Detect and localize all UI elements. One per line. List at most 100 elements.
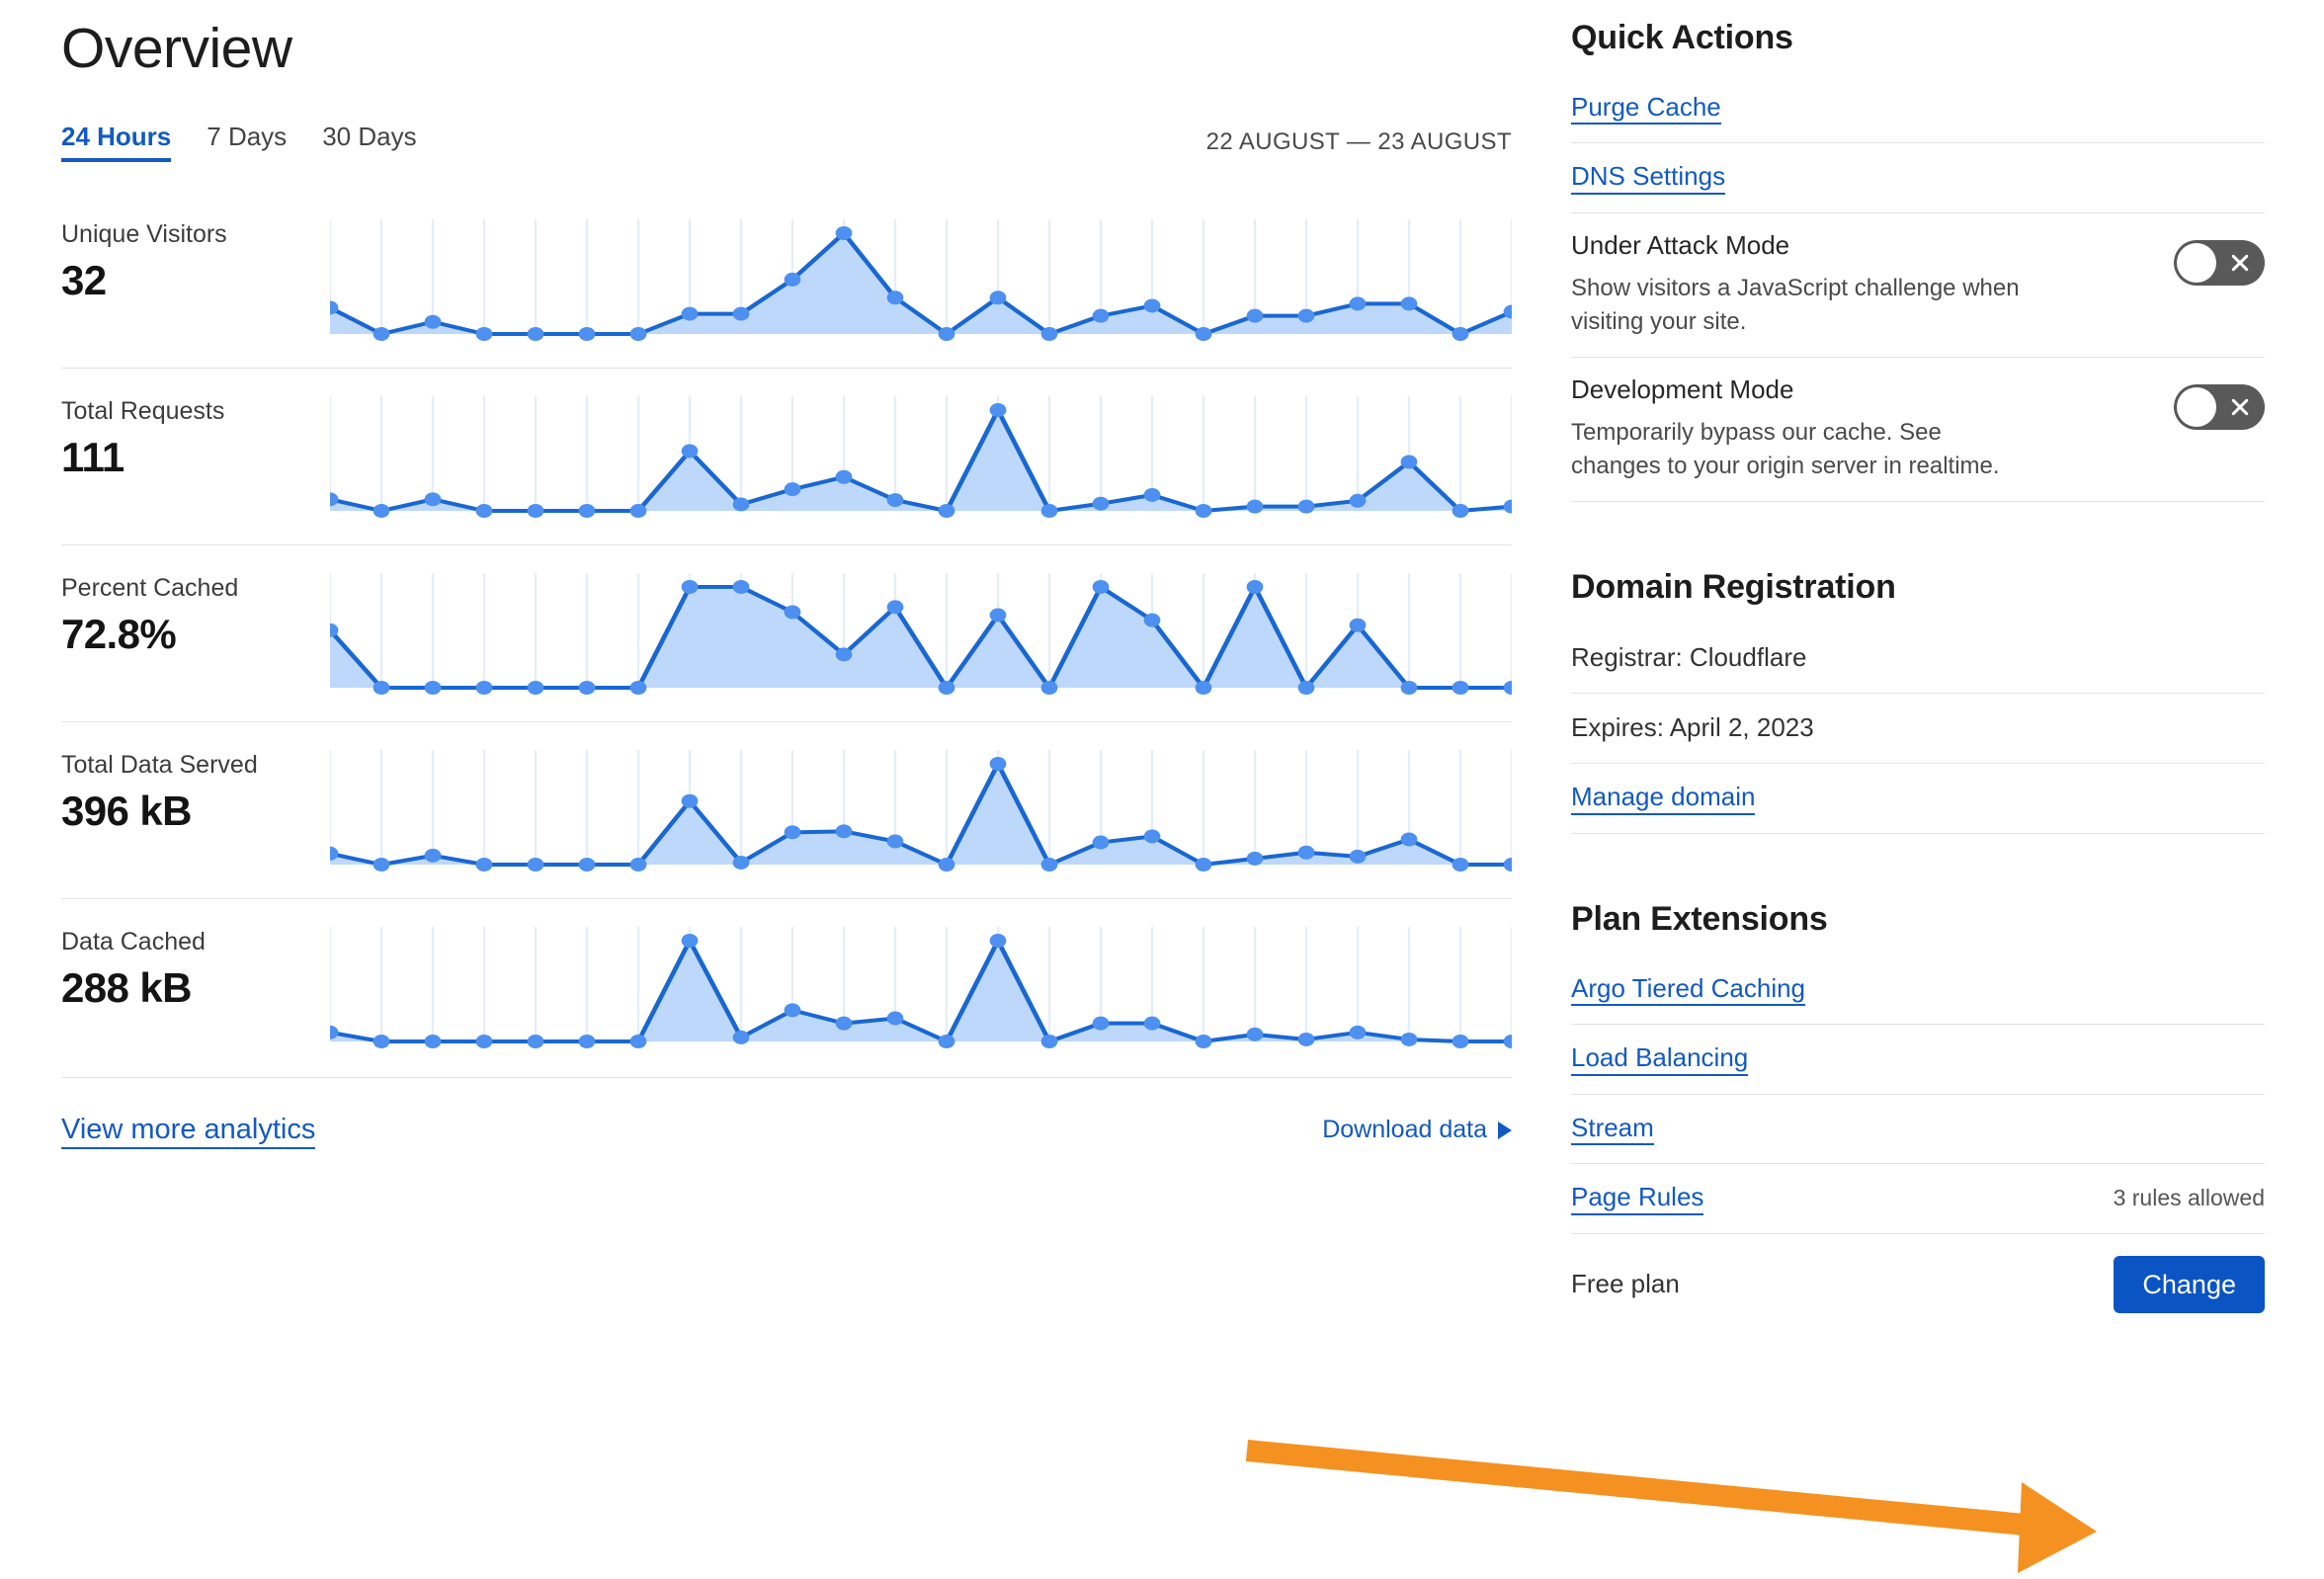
toggle-off-x-icon [2230,253,2250,273]
chart-line [330,761,1512,867]
dns-settings-link[interactable]: DNS Settings [1571,160,1726,195]
chart-gridlines [330,749,1512,865]
metric-label: Total Requests [61,396,225,425]
stream-row: Stream [1571,1095,2265,1165]
play-triangle-icon [1498,1121,1512,1139]
manage-domain-row: Manage domain [1571,764,2265,834]
tab-7-days[interactable]: 7 Days [207,121,288,151]
metrics-list: Unique Visitors 32 Total Requests 111 [61,204,1512,1075]
metric-info: Data Cached 288 kB [61,925,330,1011]
page-rules-row: Page Rules 3 rules allowed [1571,1164,2265,1234]
sparkline-svg [330,395,1512,518]
load-balancing-link[interactable]: Load Balancing [1571,1041,1749,1076]
metric-info: Total Requests 111 [61,394,330,480]
chart-gridlines [330,926,1512,1041]
chart-points [330,225,1512,341]
metric-value: 396 kB [61,787,192,834]
chart-line [330,938,1512,1043]
metric-row: Total Requests 111 [61,367,1512,544]
under-attack-mode-title: Under Attack Mode [1571,229,1790,260]
chart-line [330,230,1512,336]
chart-points [330,933,1512,1048]
metric-label: Percent Cached [61,573,239,602]
metric-value: 111 [61,433,124,480]
quick-actions-title: Quick Actions [1571,19,1793,56]
plan-extensions-title: Plan Extensions [1571,899,1828,938]
under-attack-mode-row: Under Attack Mode Show visitors a JavaSc… [1571,213,2265,359]
chart-points [330,402,1512,518]
metric-info: Percent Cached 72.8% [61,571,330,657]
development-mode-toggle[interactable] [2174,384,2265,431]
development-mode-row: Development Mode Temporarily bypass our … [1571,358,2265,503]
metric-sparkline-chart[interactable] [330,748,1512,874]
development-mode-title: Development Mode [1571,374,1794,405]
metric-value: 288 kB [61,963,192,1011]
metric-row: Percent Cached 72.8% [61,543,1512,721]
current-plan-label: Free plan [1571,1269,1680,1299]
chart-line [330,584,1512,690]
metric-label: Data Cached [61,927,206,956]
dns-settings-row: DNS Settings [1571,143,2265,213]
metric-value: 72.8% [61,610,177,657]
metric-row: Unique Visitors 32 [61,204,1512,368]
registrar-row: Registrar: Cloudflare [1571,635,2265,695]
section-spacer [1571,834,2265,899]
under-attack-mode-toggle[interactable] [2174,239,2265,286]
plan-row: Free plan Change [1571,1234,2265,1314]
metric-sparkline-chart[interactable] [330,925,1512,1051]
manage-domain-link[interactable]: Manage domain [1571,781,1756,815]
metric-row: Total Data Served 396 kB [61,720,1512,898]
chart-line [330,407,1512,513]
metric-label: Unique Visitors [61,219,227,248]
under-attack-mode-description: Show visitors a JavaScript challenge whe… [1571,274,2020,336]
metric-label: Total Data Served [61,750,258,779]
tab-30-days[interactable]: 30 Days [322,121,417,151]
analytics-panel: Overview 24 Hours 7 Days 30 Days 22 AUGU… [61,17,1512,1149]
registrar-value: Registrar: Cloudflare [1571,642,1807,673]
toggle-knob [2177,387,2216,428]
chart-area [330,409,1512,511]
chart-points [330,756,1512,872]
expires-row: Expires: April 2, 2023 [1571,694,2265,765]
download-data-label: Download data [1322,1116,1487,1144]
argo-tiered-caching-row: Argo Tiered Caching [1571,967,2265,1026]
toggle-off-x-icon [2230,397,2250,417]
date-range-label: 22 AUGUST — 23 AUGUST [1205,127,1512,155]
purge-cache-link[interactable]: Purge Cache [1571,91,1721,125]
expires-value: Expires: April 2, 2023 [1571,712,1814,743]
view-more-analytics-link[interactable]: View more analytics [61,1112,316,1149]
chart-area [330,940,1512,1041]
domain-registration-title: Domain Registration [1571,568,1896,607]
metric-info: Unique Visitors 32 [61,217,330,303]
sparkline-svg [330,749,1512,872]
metric-info: Total Data Served 396 kB [61,748,330,834]
page-title: Overview [61,17,292,80]
sparkline-svg [330,218,1512,341]
stream-link[interactable]: Stream [1571,1112,1654,1146]
development-mode-description: Temporarily bypass our cache. See change… [1571,419,2000,480]
metric-value: 32 [61,256,107,303]
sparkline-svg [330,572,1512,695]
download-data-link[interactable]: Download data [1322,1115,1512,1145]
chart-area [330,232,1512,334]
argo-tiered-caching-link[interactable]: Argo Tiered Caching [1571,972,1806,1007]
sparkline-svg [330,926,1512,1048]
analytics-footer: View more analytics Download data [61,1076,1512,1149]
metric-sparkline-chart[interactable] [330,217,1512,344]
metric-row: Data Cached 288 kB [61,897,1512,1075]
chart-gridlines [330,395,1512,511]
page-rules-link[interactable]: Page Rules [1571,1181,1704,1215]
tab-24-hours[interactable]: 24 Hours [61,124,172,162]
time-range-bar: 24 Hours 7 Days 30 Days 22 AUGUST — 23 A… [61,124,1512,162]
chart-area [330,763,1512,865]
sidebar-panel: Quick Actions Purge Cache DNS Settings U… [1571,0,2324,1579]
change-button[interactable]: Change [2114,1255,2265,1314]
page-rules-allowance: 3 rules allowed [2113,1185,2265,1211]
toggle-knob [2177,242,2216,283]
metric-sparkline-chart[interactable] [330,571,1512,698]
chart-points [330,579,1512,695]
time-range-tabs: 24 Hours 7 Days 30 Days [61,124,417,162]
chart-area [330,586,1512,688]
metric-sparkline-chart[interactable] [330,394,1512,521]
